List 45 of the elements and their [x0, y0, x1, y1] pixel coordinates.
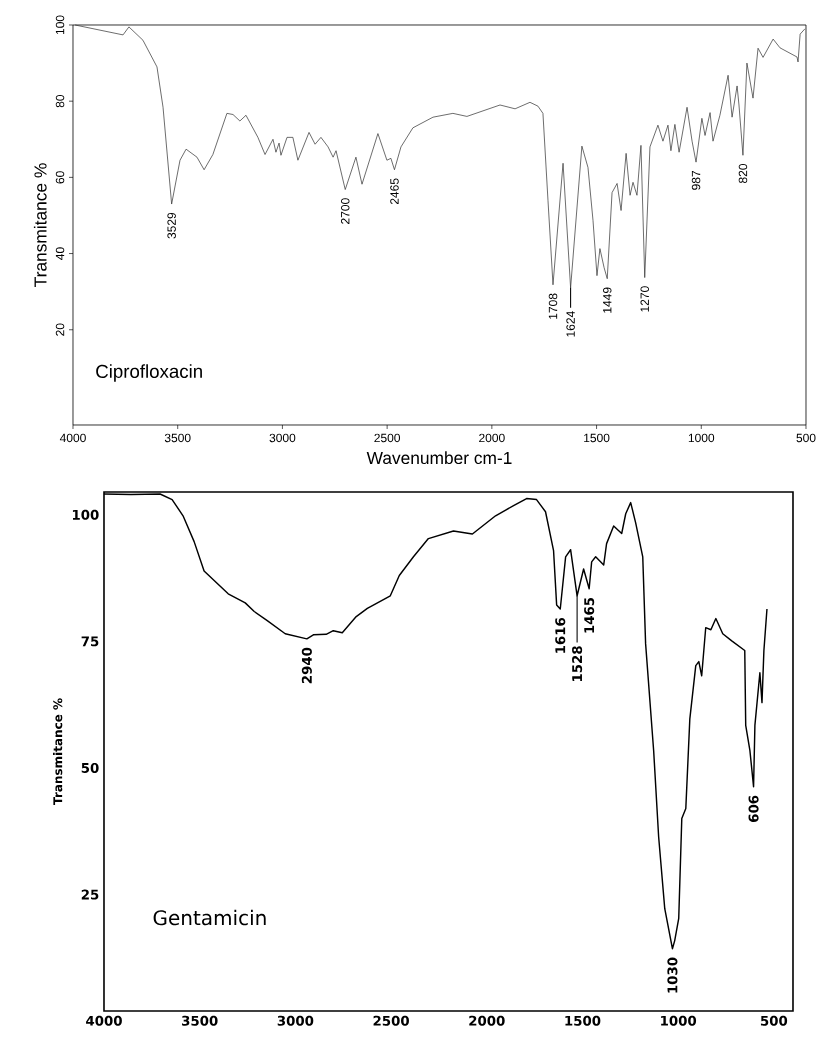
annotation: Ciprofloxacin — [96, 364, 202, 382]
x-axis-title: Wavenumber cm-1 — [366, 451, 512, 465]
y-axis-title: Transmitance % — [53, 698, 63, 805]
annotation: 1624 — [566, 311, 575, 337]
y-tick-label: 80 — [55, 94, 65, 108]
annotation: 820 — [738, 164, 748, 184]
x-tick-label: 3500 — [182, 1015, 218, 1026]
x-tick-label: 2000 — [479, 433, 505, 443]
x-tick-label: 1500 — [565, 1015, 601, 1026]
annotation: 1449 — [602, 287, 612, 313]
annotation: 2700 — [340, 198, 350, 224]
x-tick-label: 1500 — [584, 433, 610, 443]
x-tick-label: 4000 — [86, 1015, 122, 1026]
x-tick-label: 2500 — [373, 1015, 409, 1026]
x-tick-label: 500 — [760, 1015, 788, 1026]
x-tick-label: 2500 — [374, 433, 401, 443]
y-tick-label: 25 — [81, 889, 99, 900]
annotation: 2940 — [301, 647, 312, 684]
x-tick-label: 1000 — [688, 433, 715, 443]
y-tick-label: 60 — [55, 171, 65, 184]
annotation: 606 — [748, 795, 759, 822]
y-tick-label: 40 — [55, 247, 65, 260]
annotation: 1708 — [548, 293, 558, 319]
annotation: 1270 — [640, 286, 649, 312]
x-tick-label: 4000 — [59, 433, 86, 443]
x-tick-label: 2000 — [469, 1015, 505, 1026]
annotation: 1616 — [555, 617, 566, 653]
annotation: 2465 — [390, 178, 399, 205]
annotation: 987 — [691, 171, 701, 190]
annotation: 1030 — [667, 957, 678, 993]
x-tick-label: 3000 — [277, 1015, 314, 1026]
annotation: 1528 — [572, 646, 583, 681]
y-tick-label: 100 — [55, 15, 65, 35]
annotation: Gentamicin — [153, 909, 266, 926]
x-tick-label: 1000 — [661, 1015, 697, 1026]
annotation: 1465 — [584, 597, 595, 633]
y-tick-label: 75 — [81, 636, 99, 647]
y-tick-label: 20 — [55, 323, 65, 336]
x-tick-label: 500 — [796, 433, 816, 443]
annotation: 3529 — [167, 212, 176, 239]
y-axis-title: Transmitance % — [33, 163, 47, 287]
x-tick-label: 3500 — [164, 433, 191, 443]
y-tick-label: 50 — [81, 762, 99, 773]
x-tick-label: 3000 — [269, 433, 296, 443]
y-tick-label: 100 — [72, 509, 99, 520]
